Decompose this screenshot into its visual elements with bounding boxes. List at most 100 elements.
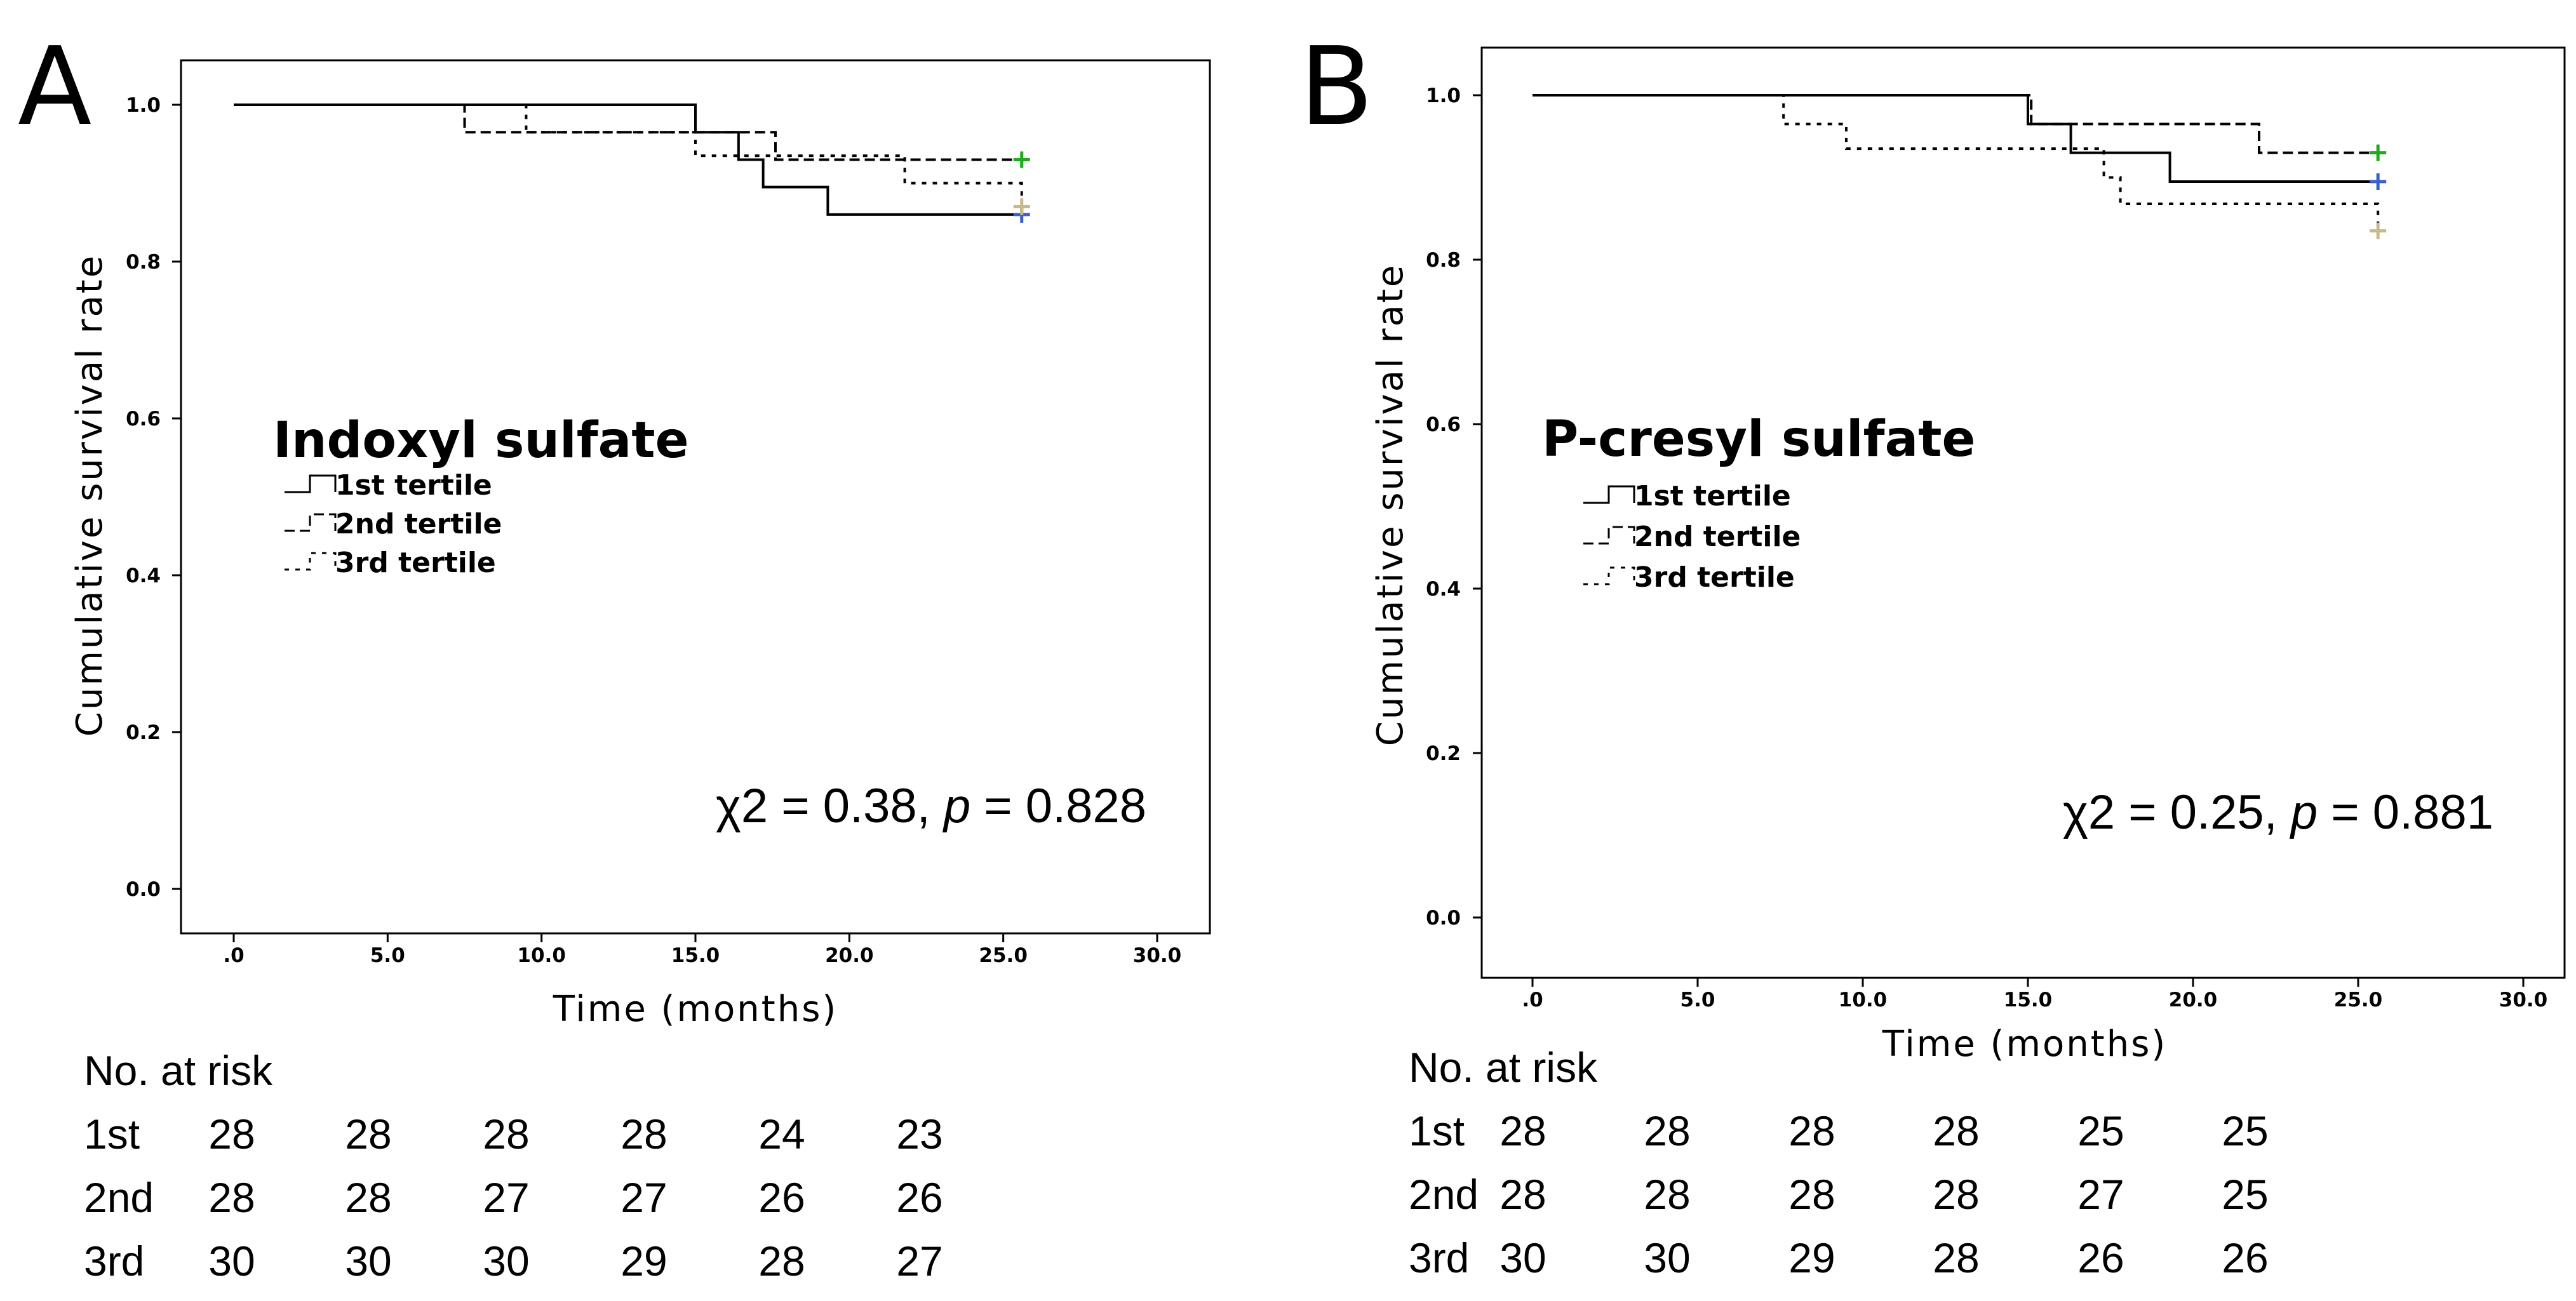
x-tick-label: .0 xyxy=(223,944,244,967)
survival-curve-2nd xyxy=(1533,94,2378,154)
at-risk-cell: 28 xyxy=(1788,1171,1835,1218)
survival-curve-3rd xyxy=(234,103,1023,207)
y-tick-label: 0.2 xyxy=(126,721,161,744)
at-risk-cell: 27 xyxy=(483,1174,530,1221)
at-risk-cell: 27 xyxy=(621,1174,667,1221)
at-risk-cell: 26 xyxy=(758,1174,805,1221)
y-tick-label: 0.4 xyxy=(126,564,161,587)
x-tick-label: 10.0 xyxy=(517,944,566,967)
chart-title: Indoxyl sulfate xyxy=(273,412,688,469)
censor-mark xyxy=(2370,144,2387,161)
legend-label: 1st tertile xyxy=(335,469,492,502)
legend-swatch xyxy=(285,474,337,493)
legend-label: 2nd tertile xyxy=(335,508,502,540)
censor-mark xyxy=(2370,222,2387,239)
y-tick-label: 1.0 xyxy=(1426,84,1461,107)
at-risk-cell: 28 xyxy=(1788,1107,1835,1154)
x-tick-label: 25.0 xyxy=(979,944,1028,967)
x-tick-label: 25.0 xyxy=(2334,989,2383,1011)
at-risk-cell: 28 xyxy=(1933,1234,1980,1281)
survival-curve-1st xyxy=(1533,94,2378,183)
at-risk-cell: 28 xyxy=(1933,1171,1980,1218)
at-risk-row-label: 2nd xyxy=(1409,1171,1479,1218)
x-tick-label: 30.0 xyxy=(2499,989,2548,1011)
logrank-stat: χ2 = 0.25, p = 0.881 xyxy=(2063,785,2493,839)
panel-letter-a: A xyxy=(18,24,92,150)
at-risk-cell: 30 xyxy=(208,1238,255,1284)
y-tick-label: 0.0 xyxy=(1426,907,1461,930)
at-risk-cell: 27 xyxy=(2077,1171,2124,1218)
x-tick-label: 10.0 xyxy=(1839,989,1888,1011)
at-risk-cell: 30 xyxy=(1499,1234,1546,1281)
panel-letter-b: B xyxy=(1299,24,1374,150)
panel-a: A 0.0 0.2 0.4 0.6 0.8 1.0 .0 5.0 10.0 15.0 20.0 25.… xyxy=(18,24,1211,1284)
y-tick-label: 0.8 xyxy=(126,251,161,274)
x-tick-label: 20.0 xyxy=(2169,989,2218,1011)
at-risk-cell: 28 xyxy=(758,1238,805,1284)
at-risk-row: 2nd 28 28 27 27 26 26 xyxy=(84,1173,1164,1224)
y-tick-label: 0.8 xyxy=(1426,249,1461,272)
y-tick-label: 0.4 xyxy=(1426,578,1461,601)
at-risk-row: 1st 28 28 28 28 24 23 xyxy=(84,1110,1164,1161)
at-risk-cell: 26 xyxy=(2077,1234,2124,1281)
at-risk-cell: 30 xyxy=(345,1238,392,1284)
x-tick-label: 15.0 xyxy=(671,944,720,967)
at-risk-cell: 27 xyxy=(896,1238,943,1284)
at-risk-cell: 26 xyxy=(896,1174,943,1221)
x-axis-title: Time (months) xyxy=(553,989,838,1030)
at-risk-cell: 28 xyxy=(1933,1107,1980,1154)
censor-mark xyxy=(1013,198,1030,215)
x-tick-label: 30.0 xyxy=(1133,944,1182,967)
at-risk-cell: 24 xyxy=(758,1111,805,1158)
at-risk-cell: 28 xyxy=(483,1111,530,1158)
at-risk-cell: 25 xyxy=(2222,1171,2269,1218)
y-tick-label: 0.6 xyxy=(126,408,161,430)
at-risk-row: 1st 28 28 28 28 25 25 xyxy=(1409,1107,2488,1158)
at-risk-cell: 28 xyxy=(1499,1171,1546,1218)
at-risk-row: 2nd 28 28 28 28 27 25 xyxy=(1409,1170,2488,1221)
at-risk-cell: 26 xyxy=(2222,1234,2269,1281)
at-risk-cell: 30 xyxy=(1644,1234,1691,1281)
survival-curve-3rd xyxy=(1533,94,2380,231)
at-risk-row-label: 1st xyxy=(84,1111,140,1158)
censor-mark xyxy=(2370,173,2387,190)
km-plot-b: 0.0 0.2 0.4 0.6 0.8 1.0 .0 5.0 10.0 15.0 20.0 25.0 3… xyxy=(1370,46,2566,1065)
chart-title: P-cresyl sulfate xyxy=(1542,411,1975,468)
at-risk-cell: 25 xyxy=(2222,1107,2269,1154)
x-tick-label: .0 xyxy=(1522,989,1543,1011)
at-risk-cell: 28 xyxy=(1499,1107,1546,1154)
at-risk-cell: 28 xyxy=(1644,1107,1691,1154)
x-tick-label: 5.0 xyxy=(370,944,405,967)
panel-b: B 0.0 0.2 0.4 0.6 0.8 1.0 .0 5.0 10.0 15.0 20.0 25.… xyxy=(1288,0,2576,1301)
at-risk-row: 3rd 30 30 29 28 26 26 xyxy=(1409,1234,2488,1284)
at-risk-cell: 28 xyxy=(621,1111,667,1158)
km-plot-a: 0.0 0.2 0.4 0.6 0.8 1.0 .0 5.0 10.0 15.0 20.0 25.0 3… xyxy=(69,59,1211,1030)
at-risk-row-label: 3rd xyxy=(1409,1234,1470,1281)
at-risk-row-label: 2nd xyxy=(84,1174,154,1221)
y-tick-label: 0.2 xyxy=(1426,742,1461,765)
at-risk-cell: 23 xyxy=(896,1111,943,1158)
y-axis-title: Cumulative survival rate xyxy=(69,254,111,737)
at-risk-cell: 28 xyxy=(345,1174,392,1221)
x-tick-label: 20.0 xyxy=(825,944,874,967)
at-risk-row-label: 1st xyxy=(1409,1107,1465,1154)
y-tick-label: 0.0 xyxy=(126,878,161,901)
legend-label: 1st tertile xyxy=(1634,480,1791,512)
legend-swatch xyxy=(285,513,337,532)
at-risk-cell: 28 xyxy=(345,1111,392,1158)
at-risk-cell: 29 xyxy=(1788,1234,1835,1281)
x-tick-label: 15.0 xyxy=(2004,989,2053,1011)
y-tick-label: 1.0 xyxy=(126,94,161,117)
plot-frame xyxy=(1480,46,2566,979)
legend-label: 3rd tertile xyxy=(1634,561,1795,594)
legend-label: 3rd tertile xyxy=(335,547,496,579)
censor-mark xyxy=(1013,151,1030,168)
at-risk-cell: 25 xyxy=(2077,1107,2124,1154)
y-tick-label: 0.6 xyxy=(1426,413,1461,436)
legend-swatch xyxy=(1583,526,1635,545)
at-risk-cell: 28 xyxy=(1644,1171,1691,1218)
at-risk-title: No. at risk xyxy=(84,1047,273,1094)
at-risk-row-label: 3rd xyxy=(84,1238,145,1284)
at-risk-cell: 28 xyxy=(208,1174,255,1221)
legend-swatch xyxy=(1583,566,1635,585)
